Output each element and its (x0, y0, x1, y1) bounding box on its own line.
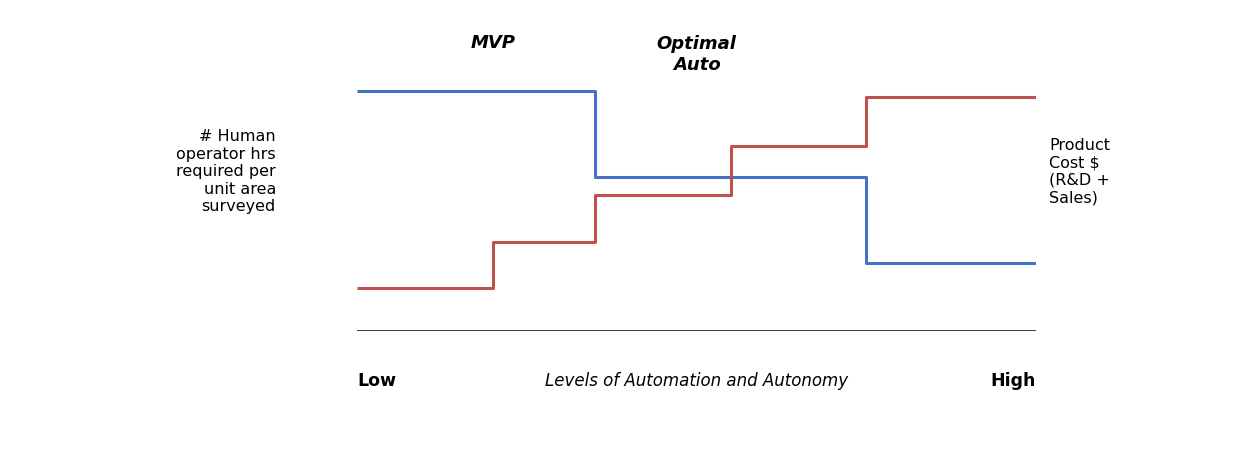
Text: Optimal
Auto: Optimal Auto (656, 35, 737, 74)
Text: Product
Cost $
(R&D +
Sales): Product Cost $ (R&D + Sales) (1050, 138, 1110, 205)
Text: MVP: MVP (470, 34, 515, 51)
Text: High: High (991, 371, 1036, 389)
Text: # Human
operator hrs
required per
unit area
surveyed: # Human operator hrs required per unit a… (176, 129, 277, 213)
Text: Low: Low (357, 371, 396, 389)
Text: Levels of Automation and Autonomy: Levels of Automation and Autonomy (546, 371, 848, 389)
